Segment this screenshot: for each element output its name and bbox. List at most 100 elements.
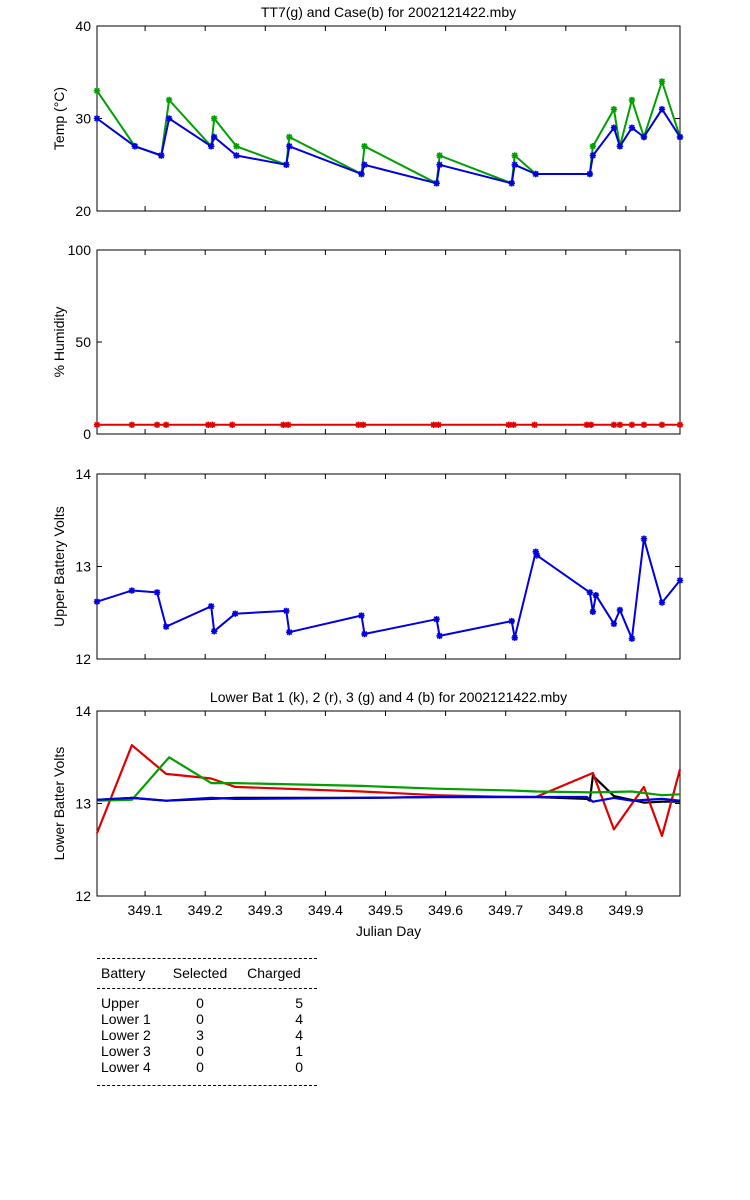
data-point [229,421,236,428]
table-cell-charged: 0 [295,1059,303,1075]
data-point [211,133,218,141]
y-tick-label: 13 [75,796,91,812]
y-tick-label: 14 [75,466,91,482]
y-tick-label: 13 [75,559,91,575]
chart-panel-4: 12 13 14 349.1 349.2 349.3 349.4 349.5 349.6 349.… [51,689,682,939]
data-point [658,106,666,113]
x-tick-label: 349.5 [368,902,403,918]
data-point [628,421,636,428]
header-selected: Selected [172,965,228,981]
table-cell-selected: 3 [196,1027,204,1043]
y-tick-label: 30 [75,111,91,127]
data-point [153,421,161,428]
x-tick-label: 349.9 [608,902,643,918]
header-charged: Charged [247,965,301,981]
y-tick-label: 50 [75,334,91,350]
data-point [436,152,443,159]
chart-panel-3: 12 13 14 Upper Battery Volts [51,466,684,667]
data-point [358,612,365,619]
x-axis-label: Julian Day [356,923,421,939]
data-point [165,115,173,122]
chart-panel-1: 20 30 40 TT7(g) and Case(b) for 2002121422.… [51,4,684,219]
table-cell-battery: Lower 2 [101,1027,151,1043]
data-point [158,152,165,159]
table-cell-selected: 0 [196,1043,204,1059]
plot-frame [96,249,681,435]
data-point [676,133,684,141]
y-axis-label: Lower Batter Volts [51,747,67,861]
data-point [128,421,136,428]
data-point [436,632,443,640]
data-point [511,634,518,641]
plot-frame [96,25,681,212]
data-point [616,606,624,614]
table-cell-selected: 0 [196,1011,204,1027]
data-point [280,421,287,428]
data-point [283,161,290,168]
x-tick-label: 349.2 [188,902,223,918]
table-cell-battery: Lower 3 [101,1043,151,1059]
table-cell-selected: 0 [196,995,204,1011]
data-point [361,143,368,150]
data-point [610,124,618,131]
data-point [232,610,239,617]
table-cell-selected: 0 [196,1059,204,1075]
data-point [532,548,539,555]
data-point [233,143,240,150]
y-axis-label: Upper Battery Volts [51,506,67,627]
y-tick-label: 40 [75,18,91,34]
table-row: Upper 0 5 [97,995,317,1011]
battery-summary-table: Battery Selected Charged Upper 0 5 Lower… [97,958,317,1086]
data-point [93,598,101,605]
x-tick-label: 349.3 [248,902,283,918]
series-line-2 [95,744,682,838]
data-point [589,608,597,616]
data-point [165,96,173,104]
data-point [209,421,216,428]
series-line-1 [96,80,681,185]
data-point [616,421,624,428]
chart-title: TT7(g) and Case(b) for 2002121422.mby [261,4,516,20]
table-cell-charged: 4 [295,1027,303,1043]
data-point [131,143,139,150]
data-point [358,170,365,178]
table-row: Lower 4 0 0 [97,1059,317,1075]
table-cell-battery: Upper [101,995,140,1011]
header-battery: Battery [101,965,146,981]
data-point [616,143,624,150]
x-tick-label: 349.1 [128,902,163,918]
y-tick-label: 20 [75,203,91,219]
data-point [628,635,636,642]
series-line-1 [96,537,681,640]
data-point [589,152,597,159]
series-line-3 [96,756,681,802]
y-tick-label: 12 [75,888,91,904]
data-point [360,421,367,428]
chart-panel-2: 0 50 100 % Humidity [51,242,684,442]
chart-title: Lower Bat 1 (k), 2 (r), 3 (g) and 4 (b) … [210,689,567,705]
data-point [610,106,618,113]
data-point [207,143,215,150]
data-point [533,552,541,559]
data-point [628,124,636,131]
data-point [531,421,538,428]
data-point [589,143,597,150]
data-point [430,421,437,428]
table-cell-charged: 5 [295,995,303,1011]
data-point [153,589,161,596]
data-point [640,535,648,542]
table-row: Lower 1 0 4 [97,1011,317,1027]
table-cell-charged: 1 [295,1043,303,1059]
y-tick-label: 100 [68,242,92,258]
data-point [433,616,440,623]
data-point [658,78,666,85]
data-point [435,421,442,428]
data-point [508,617,515,625]
data-point [640,421,648,428]
data-point [93,421,101,428]
data-point [610,421,618,428]
data-point [162,421,170,428]
table-cell-battery: Lower 4 [101,1059,151,1075]
series-line-4 [96,795,681,803]
x-tick-label: 349.4 [308,902,343,918]
